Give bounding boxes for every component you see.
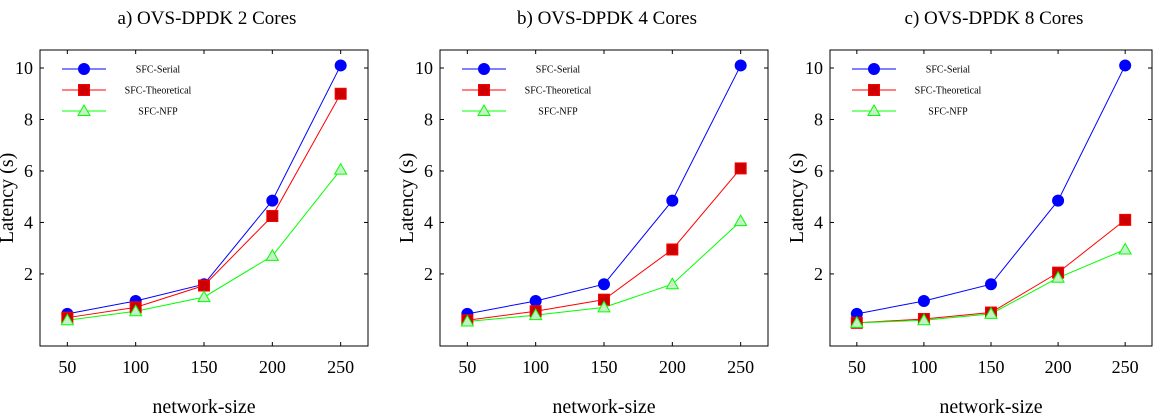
y-tick-label: 4 xyxy=(24,212,33,232)
x-tick-label: 250 xyxy=(727,357,754,377)
y-tick-label: 8 xyxy=(24,109,33,129)
data-point-SFC-NFP xyxy=(265,248,280,261)
chart-title: b) OVS-DPDK 4 Cores xyxy=(517,8,697,29)
legend-marker xyxy=(77,103,91,116)
x-tick-label: 150 xyxy=(191,357,218,377)
x-tick-label: 100 xyxy=(910,357,937,377)
legend-marker xyxy=(78,63,90,75)
y-axis-label: Latency (s) xyxy=(0,153,18,244)
data-point-SFC-Serial xyxy=(1119,59,1132,72)
y-tick-label: 6 xyxy=(24,161,33,181)
x-axis-label: network-size xyxy=(939,396,1042,418)
x-tick-label: 50 xyxy=(58,357,76,377)
series-line-SFC-Serial xyxy=(856,65,1126,315)
legend-entry: SFC-Serial xyxy=(536,65,581,76)
data-point-SFC-Serial xyxy=(266,194,279,207)
legend-entry: SFC-NFP xyxy=(928,107,968,118)
x-tick-label: 200 xyxy=(1045,357,1072,377)
data-point-SFC-Serial xyxy=(529,294,542,307)
data-point-SFC-Serial xyxy=(1052,194,1065,207)
data-point-SFC-Theoretical xyxy=(334,87,347,100)
data-point-SFC-NFP xyxy=(1118,242,1133,255)
x-axis-label: network-size xyxy=(552,396,655,418)
data-point-SFC-Serial xyxy=(734,59,747,72)
y-tick-label: 6 xyxy=(814,161,823,181)
chart-title: c) OVS-DPDK 8 Cores xyxy=(905,8,1084,29)
x-tick-label: 200 xyxy=(659,357,686,377)
y-tick-label: 8 xyxy=(814,109,823,129)
data-point-SFC-Theoretical xyxy=(1119,213,1132,226)
y-tick-label: 4 xyxy=(424,212,433,232)
y-tick-label: 8 xyxy=(424,109,433,129)
legend-entry: SFC-Serial xyxy=(926,65,971,76)
legend-marker xyxy=(868,63,880,75)
data-point-SFC-Serial xyxy=(917,294,930,307)
data-point-SFC-NFP xyxy=(849,315,864,328)
y-tick-label: 10 xyxy=(15,58,33,78)
x-tick-label: 250 xyxy=(327,357,354,377)
x-tick-label: 100 xyxy=(522,357,549,377)
y-tick-label: 4 xyxy=(814,212,823,232)
y-tick-label: 10 xyxy=(805,58,823,78)
legend-marker xyxy=(78,84,90,96)
data-point-SFC-Theoretical xyxy=(198,279,210,292)
x-tick-label: 200 xyxy=(259,357,286,377)
legend-marker xyxy=(478,84,490,96)
series-line-SFC-Serial xyxy=(67,65,342,315)
chart-panel-3: c) OVS-DPDK 8 Cores 50 100 150 200 250 2 4 6 8 10 n… xyxy=(786,8,1153,418)
x-axis-label: network-size xyxy=(152,396,255,418)
legend-marker xyxy=(868,84,880,96)
y-tick-label: 2 xyxy=(814,264,823,284)
data-point-SFC-Theoretical xyxy=(666,243,679,256)
data-point-SFC-NFP xyxy=(665,277,680,290)
x-tick-label: 100 xyxy=(122,357,149,377)
data-point-SFC-NFP xyxy=(60,313,75,326)
series-line-SFC-Serial xyxy=(467,65,742,315)
data-point-SFC-Serial xyxy=(666,194,679,207)
data-point-SFC-NFP xyxy=(984,306,998,319)
y-tick-label: 10 xyxy=(415,58,433,78)
data-point-SFC-NFP xyxy=(917,313,931,326)
x-tick-label: 50 xyxy=(458,357,476,377)
data-point-SFC-NFP xyxy=(333,162,348,175)
legend-entry: SFC-Theoretical xyxy=(125,86,192,97)
chart-title: a) OVS-DPDK 2 Cores xyxy=(118,8,297,29)
data-point-SFC-NFP xyxy=(733,214,748,227)
x-tick-label: 250 xyxy=(1112,357,1139,377)
chart-panel-1: a) OVS-DPDK 2 Cores 50 100 150 200 250 2 4 6 8 10 n… xyxy=(0,8,369,418)
data-point-SFC-NFP xyxy=(1051,270,1065,283)
data-point-SFC-Theoretical xyxy=(266,210,279,223)
data-point-SFC-NFP xyxy=(597,300,611,313)
y-tick-label: 2 xyxy=(424,264,433,284)
data-point-SFC-Serial xyxy=(985,278,997,291)
legend-entry: SFC-Theoretical xyxy=(915,86,982,97)
data-point-SFC-Theoretical xyxy=(734,162,747,175)
legend-entry: SFC-NFP xyxy=(538,107,578,118)
x-tick-label: 150 xyxy=(591,357,618,377)
y-axis-label: Latency (s) xyxy=(786,153,808,244)
legend-marker xyxy=(478,63,490,75)
data-point-SFC-NFP xyxy=(128,304,143,317)
legend-entry: SFC-Theoretical xyxy=(525,86,592,97)
data-point-SFC-NFP xyxy=(528,308,543,321)
legend-marker xyxy=(867,103,881,116)
chart-panel-2: b) OVS-DPDK 4 Cores 50 100 150 200 250 2 4 6 8 10 n… xyxy=(396,8,769,418)
y-axis-label: Latency (s) xyxy=(396,153,418,244)
legend-entry: SFC-Serial xyxy=(136,65,181,76)
legend-entry: SFC-NFP xyxy=(138,107,178,118)
data-point-SFC-Serial xyxy=(334,59,347,72)
legend-marker xyxy=(477,103,491,116)
y-tick-label: 6 xyxy=(424,161,433,181)
y-tick-label: 2 xyxy=(24,264,33,284)
x-tick-label: 150 xyxy=(978,357,1005,377)
data-point-SFC-NFP xyxy=(197,290,211,303)
x-tick-label: 50 xyxy=(848,357,866,377)
data-point-SFC-Serial xyxy=(598,278,610,291)
data-point-SFC-NFP xyxy=(460,314,475,327)
